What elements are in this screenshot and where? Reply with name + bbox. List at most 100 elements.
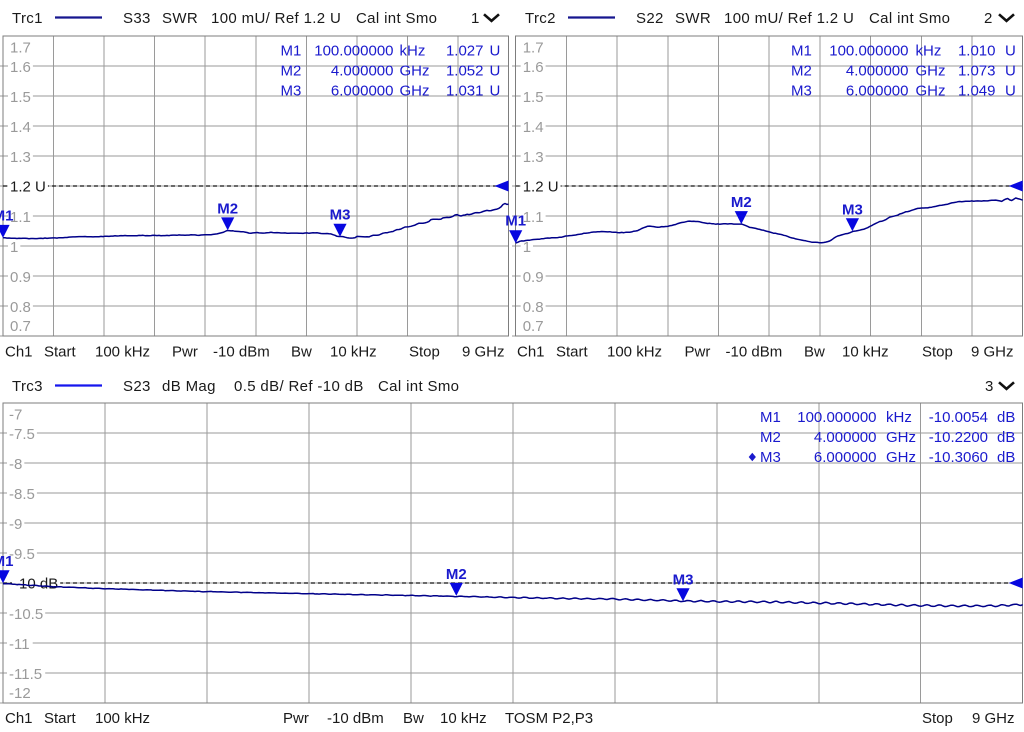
- svg-text:GHz: GHz: [916, 63, 946, 80]
- svg-text:Start: Start: [44, 710, 77, 727]
- svg-text:1.6: 1.6: [523, 59, 544, 76]
- svg-text:100.000000: 100.000000: [797, 409, 876, 426]
- svg-text:M1: M1: [281, 43, 302, 60]
- svg-text:S33: S33: [123, 10, 151, 27]
- svg-text:kHz: kHz: [886, 409, 912, 426]
- svg-text:-10.0054: -10.0054: [929, 409, 988, 426]
- svg-text:S22: S22: [636, 10, 664, 27]
- svg-text:M2: M2: [791, 63, 812, 80]
- svg-text:-10.3060: -10.3060: [929, 449, 988, 466]
- svg-text:-8.5: -8.5: [9, 486, 35, 503]
- svg-text:SWR: SWR: [162, 10, 198, 27]
- svg-text:Ch1: Ch1: [517, 344, 545, 361]
- svg-text:-11.5: -11.5: [9, 666, 42, 683]
- svg-text:Bw: Bw: [403, 710, 424, 727]
- svg-text:kHz: kHz: [400, 43, 426, 60]
- svg-text:1.1: 1.1: [10, 209, 31, 226]
- svg-text:0.8: 0.8: [523, 299, 544, 316]
- svg-text:1.1: 1.1: [523, 209, 544, 226]
- svg-text:4.000000: 4.000000: [331, 63, 394, 80]
- svg-text:1.031: 1.031: [446, 83, 484, 100]
- svg-text:-9: -9: [9, 516, 22, 533]
- svg-text:1.2 U: 1.2 U: [10, 179, 46, 196]
- svg-text:dB: dB: [997, 429, 1015, 446]
- svg-text:0.7: 0.7: [10, 318, 31, 335]
- svg-text:4.000000: 4.000000: [846, 63, 909, 80]
- svg-text:1.7: 1.7: [523, 40, 544, 57]
- svg-text:M3: M3: [281, 83, 302, 100]
- svg-text:M3: M3: [791, 83, 812, 100]
- svg-text:1.7: 1.7: [10, 40, 31, 57]
- svg-text:-10 dBm: -10 dBm: [327, 710, 384, 727]
- svg-text:U: U: [490, 63, 501, 80]
- svg-text:-10 dBm: -10 dBm: [213, 344, 270, 361]
- svg-text:Ch1: Ch1: [5, 344, 33, 361]
- svg-text:U: U: [490, 83, 501, 100]
- svg-text:1.027: 1.027: [446, 43, 484, 60]
- svg-text:M3: M3: [330, 207, 351, 224]
- svg-text:M2: M2: [217, 200, 238, 217]
- svg-text:Bw: Bw: [291, 344, 312, 361]
- svg-text:M2: M2: [446, 566, 467, 583]
- svg-text:10 kHz: 10 kHz: [842, 344, 889, 361]
- svg-text:1.3: 1.3: [10, 149, 31, 166]
- svg-text:GHz: GHz: [916, 83, 946, 100]
- svg-text:100 kHz: 100 kHz: [95, 710, 150, 727]
- svg-text:2: 2: [984, 10, 993, 27]
- svg-text:M3: M3: [673, 571, 694, 588]
- svg-text:1.052: 1.052: [446, 63, 484, 80]
- svg-text:100 kHz: 100 kHz: [95, 344, 150, 361]
- svg-text:M1: M1: [0, 553, 13, 570]
- svg-text:9 GHz: 9 GHz: [462, 344, 505, 361]
- svg-text:100.000000: 100.000000: [829, 43, 908, 60]
- svg-text:M1: M1: [505, 213, 526, 230]
- svg-text:1.073: 1.073: [958, 63, 996, 80]
- svg-text:1.049: 1.049: [958, 83, 996, 100]
- svg-text:S23: S23: [123, 378, 151, 395]
- svg-text:1: 1: [523, 239, 531, 256]
- svg-text:M1: M1: [0, 207, 13, 224]
- svg-text:1.6: 1.6: [10, 59, 31, 76]
- svg-text:3: 3: [985, 378, 994, 395]
- svg-text:Cal int Smo: Cal int Smo: [378, 378, 459, 395]
- svg-text:Start: Start: [556, 344, 589, 361]
- svg-text:100 mU/ Ref 1.2 U: 100 mU/ Ref 1.2 U: [724, 10, 854, 27]
- svg-text:-11: -11: [9, 636, 30, 653]
- svg-text:Cal int Smo: Cal int Smo: [869, 10, 950, 27]
- svg-text:M3: M3: [760, 449, 781, 466]
- svg-text:dB: dB: [997, 409, 1015, 426]
- svg-text:-7: -7: [9, 407, 22, 424]
- svg-text:dB Mag: dB Mag: [162, 378, 216, 395]
- svg-text:9 GHz: 9 GHz: [972, 710, 1015, 727]
- svg-text:U: U: [490, 43, 501, 60]
- svg-text:4.000000: 4.000000: [814, 429, 877, 446]
- svg-text:1.5: 1.5: [10, 89, 31, 106]
- svg-text:Pwr: Pwr: [283, 710, 309, 727]
- svg-text:0.8: 0.8: [10, 299, 31, 316]
- svg-text:kHz: kHz: [916, 43, 942, 60]
- svg-text:M2: M2: [760, 429, 781, 446]
- svg-text:Pwr: Pwr: [685, 344, 711, 361]
- svg-text:0.9: 0.9: [10, 269, 31, 286]
- svg-text:-10.2200: -10.2200: [929, 429, 988, 446]
- svg-text:dB: dB: [997, 449, 1015, 466]
- svg-text:TOSM P2,P3: TOSM P2,P3: [505, 710, 593, 727]
- svg-text:Trc3: Trc3: [12, 378, 43, 395]
- svg-text:Bw: Bw: [804, 344, 825, 361]
- svg-text:M2: M2: [731, 194, 752, 211]
- svg-text:-10 dBm: -10 dBm: [726, 344, 783, 361]
- svg-text:100.000000: 100.000000: [314, 43, 393, 60]
- svg-text:M2: M2: [281, 63, 302, 80]
- svg-text:Stop: Stop: [409, 344, 440, 361]
- svg-text:-12: -12: [9, 685, 31, 702]
- svg-text:Trc2: Trc2: [525, 10, 556, 27]
- svg-text:-10 dB: -10 dB: [14, 576, 58, 593]
- svg-text:0.9: 0.9: [523, 269, 544, 286]
- svg-text:Stop: Stop: [922, 710, 953, 727]
- svg-text:1: 1: [471, 10, 480, 27]
- svg-text:1.4: 1.4: [10, 119, 31, 136]
- svg-text:Stop: Stop: [922, 344, 953, 361]
- svg-text:Trc1: Trc1: [12, 10, 43, 27]
- svg-text:1.2 U: 1.2 U: [523, 179, 559, 196]
- svg-text:1.5: 1.5: [523, 89, 544, 106]
